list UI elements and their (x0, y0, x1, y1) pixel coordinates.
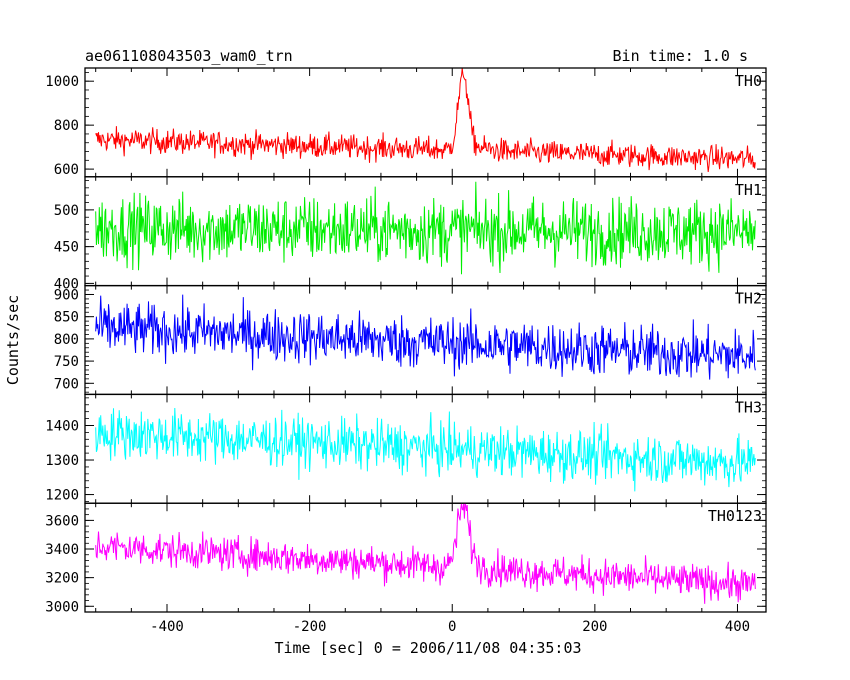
y-axis-label: Counts/sec (4, 295, 22, 385)
x-tick-label: -200 (293, 619, 327, 635)
y-tick-label-th2: 700 (54, 376, 79, 392)
x-tick-label: 0 (448, 619, 456, 635)
series-line-th3 (95, 407, 756, 492)
panel-frame-th0123 (84, 502, 767, 613)
x-tick-label: 200 (582, 619, 607, 635)
y-tick-label-th3: 1200 (45, 488, 79, 504)
y-tick-label-th0123: 3600 (45, 513, 79, 529)
y-tick-label-th2: 750 (54, 354, 79, 370)
y-tick-label-th1: 500 (54, 203, 79, 219)
y-tick-label-th0123: 3200 (45, 571, 79, 587)
y-tick-label-th0: 600 (54, 162, 79, 178)
y-tick-label-th2: 850 (54, 310, 79, 326)
panel-label-th0123: TH0123 (708, 507, 762, 525)
x-tick-label: -400 (150, 619, 184, 635)
x-tick-label: 400 (725, 619, 750, 635)
y-tick-label-th0: 1000 (45, 74, 79, 90)
panel-label-th0: TH0 (735, 72, 762, 90)
y-tick-label-th0: 800 (54, 118, 79, 134)
y-tick-label-th3: 1400 (45, 418, 79, 434)
panel-label-th1: TH1 (735, 181, 762, 199)
series-line-th2 (95, 294, 756, 380)
series-line-th1 (95, 181, 756, 275)
y-tick-label-th1: 400 (54, 276, 79, 292)
y-tick-label-th2: 800 (54, 332, 79, 348)
series-line-th0123 (95, 503, 756, 604)
y-tick-label-th1: 450 (54, 240, 79, 256)
panel-label-th2: TH2 (735, 290, 762, 308)
y-tick-label-th0123: 3400 (45, 542, 79, 558)
y-tick-label-th2: 900 (54, 287, 79, 303)
bin-time-label: Bin time: 1.0 s (613, 47, 748, 65)
y-tick-label-th3: 1300 (45, 453, 79, 469)
panel-label-th3: TH3 (735, 398, 762, 416)
chart-title: ae061108043503_wam0_trn (85, 47, 293, 65)
series-line-th0 (95, 67, 756, 173)
x-axis-label: Time [sec] 0 = 2006/11/08 04:35:03 (274, 639, 581, 657)
panels-group: TH0 600 800 1000 TH1 400 450 500 TH2 700 750 800 850… (45, 67, 767, 635)
y-tick-label-th0123: 3000 (45, 599, 79, 615)
